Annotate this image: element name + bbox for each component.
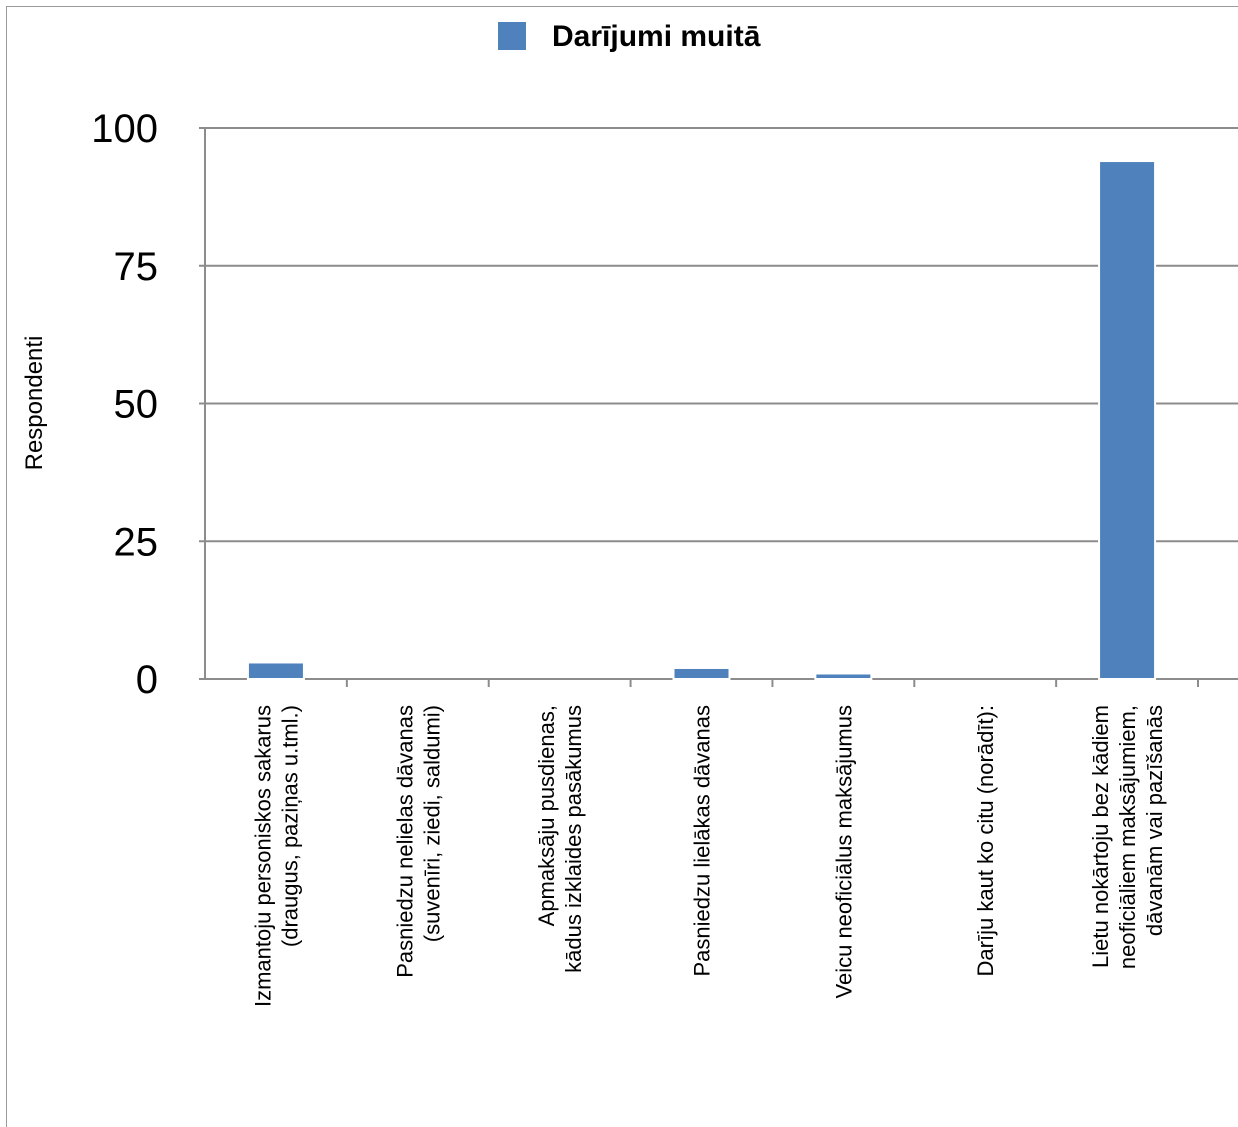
bar-4	[814, 672, 873, 680]
x-category-label-line: Darīju kaut ko citu (norādīt):	[973, 705, 998, 976]
x-category-labels: Izmantoju personiskos sakarus (draugus, p…	[250, 705, 1167, 1007]
x-category-label-line: Pasniedzu nelielas dāvanas	[392, 705, 417, 978]
gridlines	[199, 127, 1238, 543]
y-tick-label: 25	[114, 520, 159, 564]
y-axis-label: Respondenti	[21, 336, 48, 471]
x-category-label-line: Pasniedzu lielākas dāvanas	[690, 705, 715, 977]
x-category-label: Lietu nokārtoju bez kādiem neoficiāliem m…	[1088, 705, 1167, 969]
x-category-label-line: neoficiāliem maksājumiem,	[1115, 705, 1140, 969]
x-category-label: Pasniedzu lielākas dāvanas	[690, 705, 715, 977]
bar-0	[246, 661, 305, 680]
axes	[199, 128, 1238, 687]
chart-frame	[6, 6, 1238, 1127]
x-category-label-line: dāvanām vai pazīšanās	[1142, 705, 1167, 936]
x-category-label: Darīju kaut ko citu (norādīt):	[973, 705, 998, 976]
x-category-label-line: Veicu neoficiālus maksājumus	[831, 705, 856, 998]
x-category-label-line: Izmantoju personiskos sakarus	[250, 705, 275, 1007]
x-category-label: Apmaksāju pusdienas, kādus izklaides pasā…	[534, 705, 586, 973]
x-category-label-line: kādus izklaides pasākumus	[561, 705, 586, 973]
bars	[246, 160, 1157, 680]
x-category-label: Veicu neoficiālus maksājumus	[831, 705, 856, 998]
legend-label: Darījumi muitā	[552, 20, 761, 53]
y-tick-label: 100	[91, 107, 158, 151]
x-category-label-line: (draugus, paziņas u.tml.)	[277, 705, 302, 947]
y-tick-label: 0	[136, 658, 158, 702]
y-tick-labels: 0 25 50 75 100	[91, 107, 158, 702]
x-category-label: Izmantoju personiskos sakarus (draugus, p…	[250, 705, 302, 1007]
bar-3	[672, 666, 731, 680]
legend-swatch	[498, 22, 526, 50]
y-tick-label: 50	[114, 383, 159, 427]
x-category-label: Pasniedzu nelielas dāvanas (suvenīri, zie…	[392, 705, 444, 978]
legend: Darījumi muitā	[498, 20, 761, 53]
x-category-label-line: Apmaksāju pusdienas,	[534, 705, 559, 926]
bar-6	[1098, 160, 1157, 680]
x-category-label-line: Lietu nokārtoju bez kādiem	[1088, 705, 1113, 968]
y-tick-label: 75	[114, 245, 159, 289]
x-category-label-line: (suvenīri, ziedi, saldumi)	[419, 705, 444, 942]
